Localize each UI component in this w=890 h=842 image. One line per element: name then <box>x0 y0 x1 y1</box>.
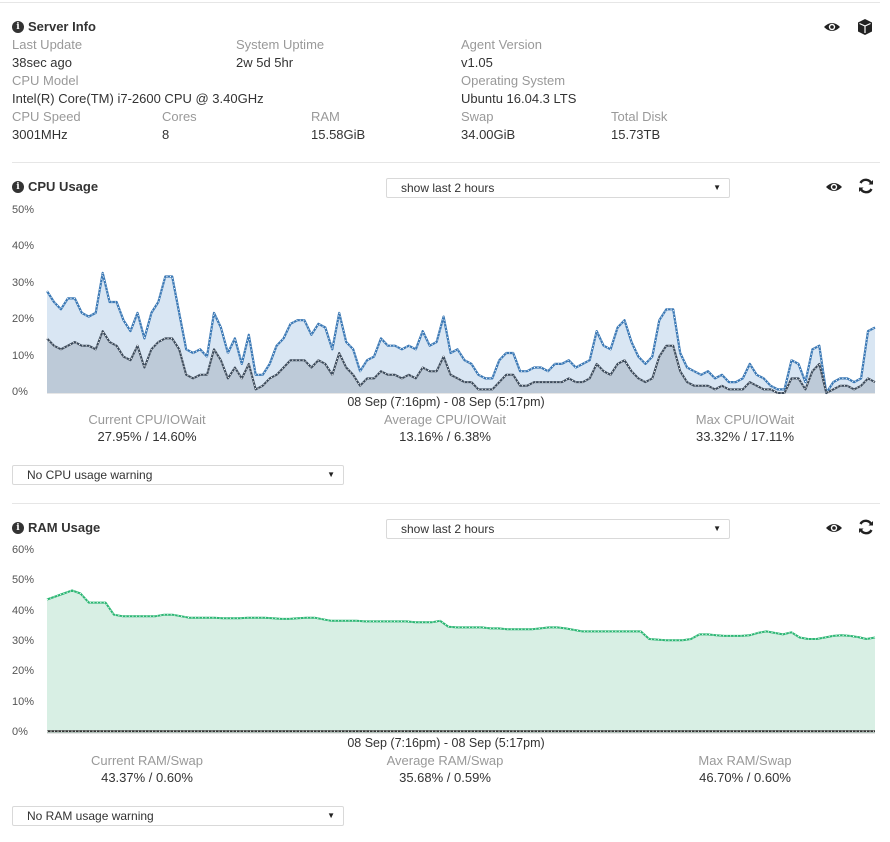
cpu-average-stat: Average CPU/IOWait 13.16% / 6.38% <box>370 412 520 444</box>
cpu-usage-title-text: CPU Usage <box>28 179 99 194</box>
y-tick-label: 10% <box>12 349 35 362</box>
system-uptime-label: System Uptime <box>236 37 325 52</box>
total-disk-label: Total Disk <box>611 109 668 124</box>
chevron-down-icon: ▼ <box>327 470 335 479</box>
operating-system-label: Operating System <box>461 73 566 88</box>
y-tick-label: 30% <box>12 635 35 647</box>
operating-system-value: Ubuntu 16.04.3 LTS <box>461 91 577 106</box>
cpu-period-select[interactable]: show last 2 hours ▼ <box>386 178 730 198</box>
server-info-title-text: Server Info <box>28 19 96 34</box>
refresh-icon[interactable] <box>857 518 875 536</box>
eye-icon[interactable] <box>825 178 843 196</box>
cpu-model-label: CPU Model <box>12 73 79 88</box>
ram-current-label: Current RAM/Swap <box>91 753 203 768</box>
ram-max-label: Max RAM/Swap <box>698 753 792 768</box>
y-tick-label: 60% <box>12 544 35 556</box>
y-tick-label: 50% <box>12 574 35 587</box>
ram-max-value: 46.70% / 0.60% <box>699 770 791 785</box>
cpu-max-label: Max CPU/IOWait <box>695 412 795 427</box>
cpu-period-select-value: show last 2 hours <box>401 181 495 195</box>
last-update-label: Last Update <box>12 37 83 52</box>
top-border <box>0 2 880 3</box>
ram-usage-title: i RAM Usage <box>12 520 100 535</box>
total-disk-value: 15.73TB <box>611 127 661 142</box>
eye-icon[interactable] <box>825 519 843 537</box>
ram-current-value: 43.37% / 0.60% <box>101 770 193 785</box>
cpu-max-stat: Max CPU/IOWait 33.32% / 17.11% <box>670 412 820 444</box>
cpu-average-value: 13.16% / 6.38% <box>399 429 491 444</box>
ram-label: RAM <box>311 109 340 124</box>
ram-value: 15.58GiB <box>311 127 366 142</box>
series-dots-iowait <box>46 329 876 394</box>
cpu-speed-value: 3001MHz <box>12 127 68 142</box>
cpu-warning-select-value: No CPU usage warning <box>27 468 153 482</box>
cube-icon[interactable] <box>856 18 874 36</box>
ram-warning-select[interactable]: No RAM usage warning ▼ <box>12 806 344 826</box>
refresh-icon[interactable] <box>857 177 875 195</box>
cpu-range-label: 08 Sep (7:16pm) - 08 Sep (5:17pm) <box>347 395 545 409</box>
y-tick-label: 0% <box>12 386 28 398</box>
y-tick-label: 40% <box>12 240 35 253</box>
last-update-value: 38sec ago <box>12 55 72 70</box>
ram-period-select-value: show last 2 hours <box>401 522 495 536</box>
chevron-down-icon: ▼ <box>713 183 721 192</box>
y-tick-label: 0% <box>12 726 28 738</box>
y-tick-label: 10% <box>12 695 35 708</box>
cores-value: 8 <box>162 127 170 142</box>
server-info-title: i Server Info <box>12 19 96 34</box>
cpu-speed-label: CPU Speed <box>12 109 81 124</box>
cpu-current-value: 27.95% / 14.60% <box>97 429 197 444</box>
swap-value: 34.00GiB <box>461 127 516 142</box>
info-icon: i <box>12 180 24 193</box>
cpu-warning-select[interactable]: No CPU usage warning ▼ <box>12 465 344 485</box>
chevron-down-icon: ▼ <box>327 811 335 820</box>
swap-label: Swap <box>461 109 494 124</box>
series-dots-cpu <box>46 272 876 395</box>
cpu-max-value: 33.32% / 17.11% <box>695 429 795 444</box>
cpu-average-label: Average CPU/IOWait <box>383 412 507 427</box>
ram-usage-title-text: RAM Usage <box>28 520 101 535</box>
y-tick-label: 20% <box>12 665 35 678</box>
ram-period-select[interactable]: show last 2 hours ▼ <box>386 519 730 539</box>
chevron-down-icon: ▼ <box>713 524 721 533</box>
divider <box>12 162 880 163</box>
cpu-usage-title: i CPU Usage <box>12 179 98 194</box>
system-uptime-value: 2w 5d 5hr <box>236 55 294 70</box>
cpu-model-value: Intel(R) Core(TM) i7-2600 CPU @ 3.40GHz <box>12 91 264 106</box>
info-icon: i <box>12 20 24 33</box>
cpu-current-stat: Current CPU/IOWait 27.95% / 14.60% <box>72 412 222 444</box>
y-tick-label: 20% <box>12 313 35 326</box>
info-icon: i <box>12 521 24 534</box>
ram-current-stat: Current RAM/Swap 43.37% / 0.60% <box>72 753 222 785</box>
divider <box>12 503 880 504</box>
ram-average-label: Average RAM/Swap <box>386 753 504 768</box>
y-tick-label: 50% <box>12 204 35 216</box>
cpu-current-label: Current CPU/IOWait <box>88 412 206 427</box>
ram-warning-select-value: No RAM usage warning <box>27 809 154 823</box>
ram-average-value: 35.68% / 0.59% <box>399 770 491 785</box>
ram-max-stat: Max RAM/Swap 46.70% / 0.60% <box>670 753 820 785</box>
agent-version-value: v1.05 <box>461 55 493 70</box>
y-tick-label: 30% <box>12 276 35 289</box>
ram-range-label: 08 Sep (7:16pm) - 08 Sep (5:17pm) <box>347 736 545 750</box>
y-tick-label: 40% <box>12 604 35 617</box>
agent-version-label: Agent Version <box>461 37 542 52</box>
cores-label: Cores <box>162 109 197 124</box>
series-area-ram <box>47 590 875 733</box>
ram-average-stat: Average RAM/Swap 35.68% / 0.59% <box>370 753 520 785</box>
eye-icon[interactable] <box>823 18 841 36</box>
series-dots-ram <box>46 589 876 641</box>
